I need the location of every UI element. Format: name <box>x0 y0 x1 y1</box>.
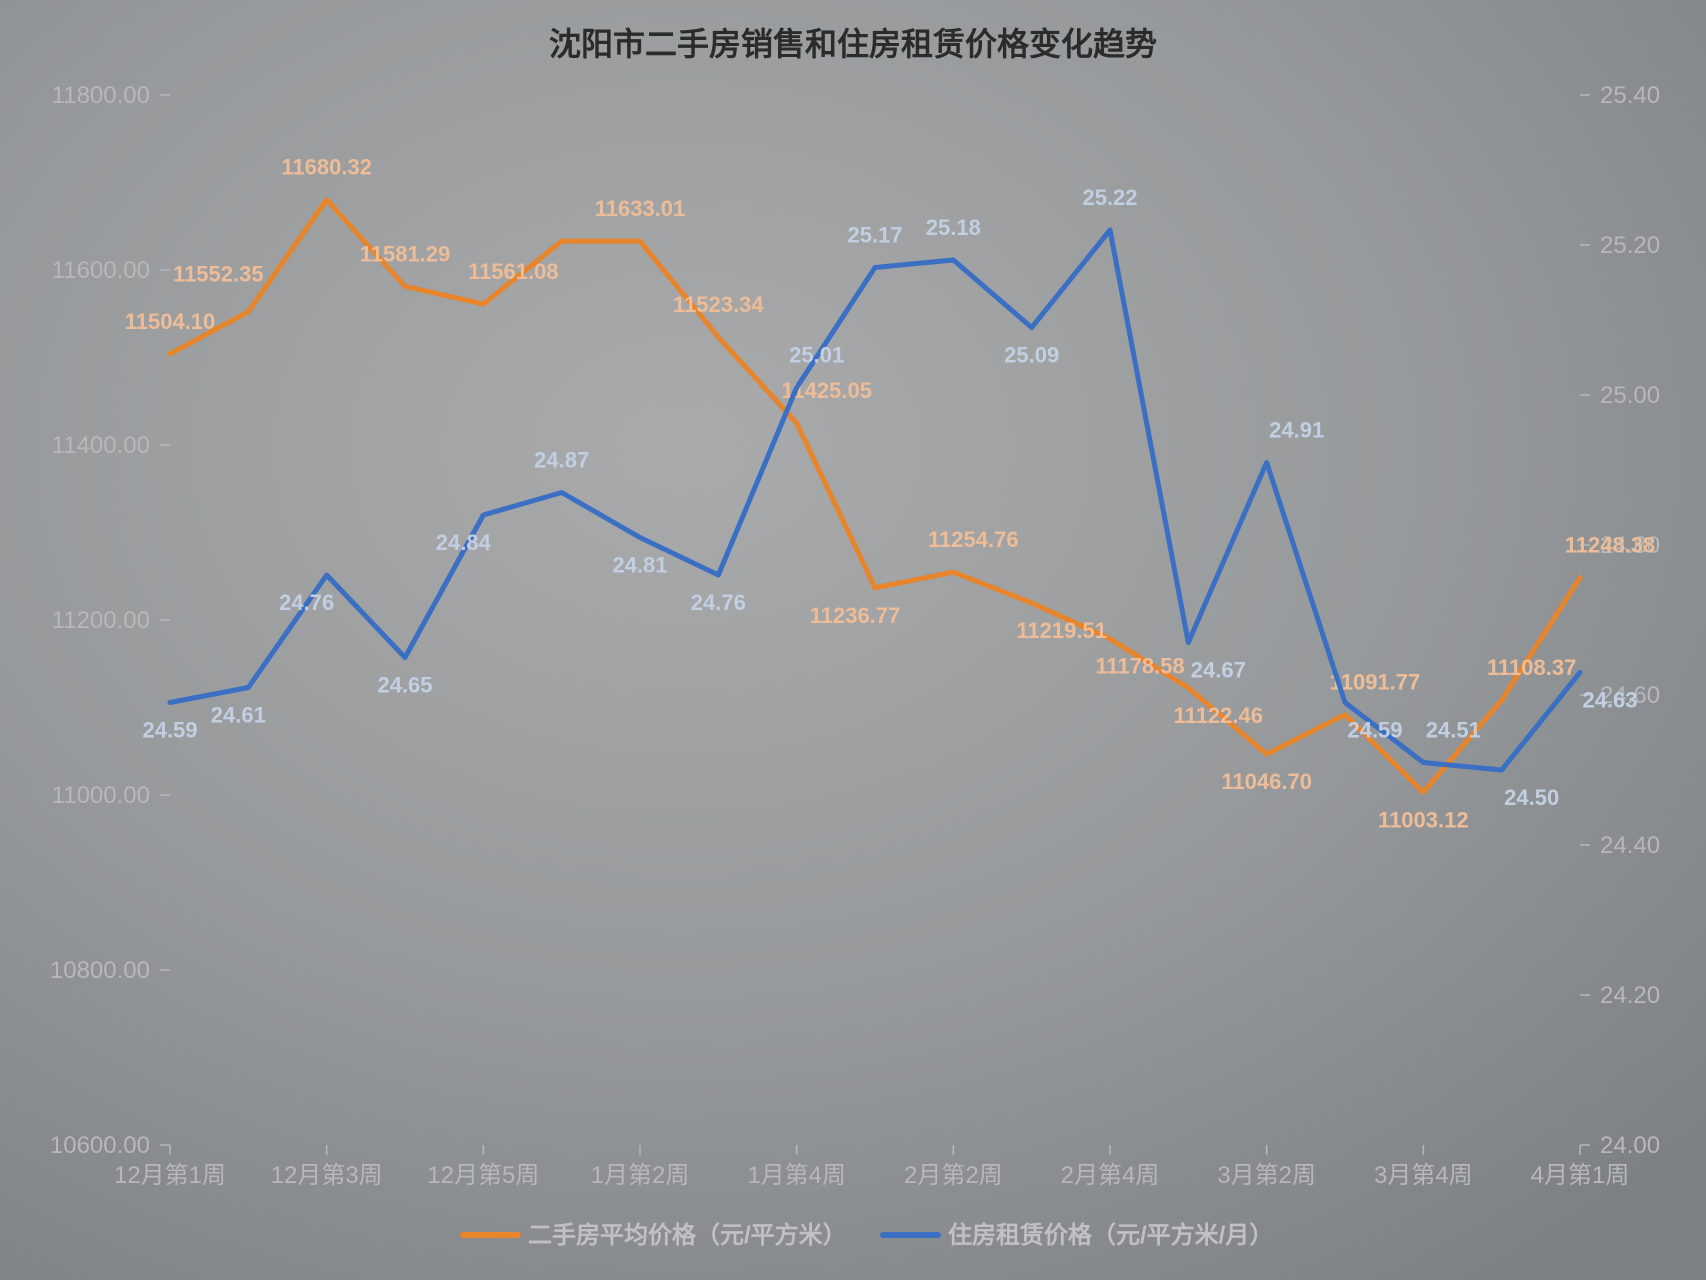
data-label: 11122.46 <box>1174 703 1263 728</box>
data-label: 24.76 <box>691 590 746 615</box>
x-tick-label: 12月第3周 <box>271 1162 383 1189</box>
y-right-tick-label: 25.40 <box>1600 82 1660 109</box>
x-tick-label: 1月第4周 <box>747 1162 846 1189</box>
x-tick-label: 12月第1周 <box>114 1162 226 1189</box>
data-label: 24.61 <box>211 703 266 728</box>
data-label: 11504.10 <box>125 309 216 334</box>
data-label: 11178.58 <box>1095 654 1184 679</box>
data-label: 24.51 <box>1426 718 1481 743</box>
y-left-tick-label: 11600.00 <box>52 257 150 284</box>
data-label: 11680.32 <box>281 155 372 180</box>
data-label: 24.67 <box>1191 658 1246 683</box>
data-label: 24.81 <box>612 553 667 578</box>
x-tick-label: 2月第2周 <box>904 1162 1003 1189</box>
data-label: 11219.51 <box>1016 618 1107 643</box>
data-label: 11046.70 <box>1221 769 1312 794</box>
data-label: 25.17 <box>847 223 902 248</box>
y-right-tick-label: 24.20 <box>1600 982 1660 1009</box>
data-label: 11254.76 <box>928 527 1019 552</box>
y-right-tick-label: 24.40 <box>1600 832 1660 859</box>
data-label: 11561.08 <box>468 259 559 284</box>
y-left-tick-label: 11200.00 <box>52 607 150 634</box>
data-label: 25.22 <box>1082 185 1137 210</box>
data-label: 24.76 <box>279 590 334 615</box>
x-tick-label: 1月第2周 <box>591 1162 690 1189</box>
data-label: 11552.35 <box>173 262 264 287</box>
data-label: 24.50 <box>1504 785 1559 810</box>
chart-title: 沈阳市二手房销售和住房租赁价格变化趋势 <box>549 26 1157 62</box>
x-tick-label: 3月第2周 <box>1217 1162 1316 1189</box>
y-left-tick-label: 11800.00 <box>52 82 150 109</box>
dual-axis-line-chart: 沈阳市二手房销售和住房租赁价格变化趋势 10600.00 10800.00 11000… <box>0 0 1706 1280</box>
data-label: 11003.12 <box>1378 807 1469 832</box>
data-label: 11108.37 <box>1487 655 1576 680</box>
y-right-tick-label: 25.20 <box>1600 232 1660 259</box>
data-label: 11236.77 <box>810 603 901 628</box>
data-label: 11581.29 <box>360 241 451 266</box>
data-label: 11633.01 <box>595 196 686 221</box>
data-label: 24.59 <box>142 718 197 743</box>
x-tick-label: 4月第1周 <box>1531 1162 1630 1189</box>
data-label: 25.09 <box>1004 343 1059 368</box>
y-left-tick-label: 11000.00 <box>52 782 150 809</box>
x-tick-label: 12月第5周 <box>427 1162 539 1189</box>
data-label: 24.65 <box>377 673 432 698</box>
y-right-tick-label: 24.00 <box>1600 1132 1660 1159</box>
data-label: 11523.34 <box>673 292 764 317</box>
data-label: 25.01 <box>789 343 844 368</box>
y-left-tick-label: 11400.00 <box>52 432 150 459</box>
y-left-tick-label: 10600.00 <box>50 1132 150 1159</box>
data-label: 11248.38 <box>1565 533 1656 558</box>
legend-label: 二手房平均价格（元/平方米） <box>528 1221 847 1249</box>
y-right-tick-label: 25.00 <box>1600 382 1660 409</box>
data-label: 25.18 <box>926 215 981 240</box>
legend-label: 住房租赁价格（元/平方米/月） <box>948 1221 1273 1249</box>
x-tick-label: 2月第4周 <box>1061 1162 1160 1189</box>
x-tick-label: 3月第4周 <box>1374 1162 1473 1189</box>
y-left-tick-label: 10800.00 <box>50 957 150 984</box>
chart-svg: 沈阳市二手房销售和住房租赁价格变化趋势 10600.00 10800.00 11000… <box>0 0 1706 1280</box>
data-label: 24.63 <box>1582 688 1637 713</box>
data-label: 24.91 <box>1269 418 1324 443</box>
data-label: 24.84 <box>436 530 492 555</box>
data-label: 24.59 <box>1347 718 1402 743</box>
data-label: 24.87 <box>534 448 589 473</box>
